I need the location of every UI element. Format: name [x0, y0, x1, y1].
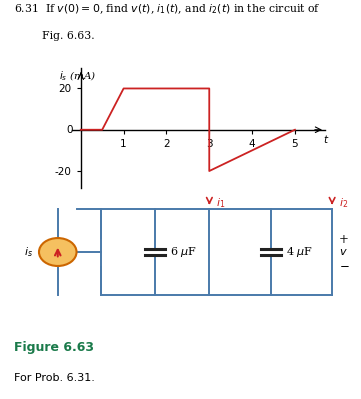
Text: +: +	[339, 233, 348, 247]
Circle shape	[39, 238, 77, 266]
Text: $v$: $v$	[339, 247, 347, 257]
Text: $i_s$: $i_s$	[23, 245, 32, 259]
Text: $i_s$ (mA): $i_s$ (mA)	[59, 70, 97, 83]
Text: $t$: $t$	[323, 133, 329, 145]
Text: $i_2$: $i_2$	[339, 196, 348, 210]
Text: 6 $\mu$F: 6 $\mu$F	[170, 245, 197, 259]
Text: $-$: $-$	[339, 258, 349, 271]
Text: Figure 6.63: Figure 6.63	[14, 341, 95, 354]
Text: 4 $\mu$F: 4 $\mu$F	[286, 245, 313, 259]
Text: 0: 0	[66, 125, 73, 135]
Text: Fig. 6.63.: Fig. 6.63.	[14, 31, 95, 41]
Text: For Prob. 6.31.: For Prob. 6.31.	[14, 373, 95, 383]
Text: $i_1$: $i_1$	[216, 196, 225, 210]
Text: 6.31  If $v(0) = 0$, find $v(t)$, $i_1(t)$, and $i_2(t)$ in the circuit of: 6.31 If $v(0) = 0$, find $v(t)$, $i_1(t)…	[14, 3, 321, 16]
